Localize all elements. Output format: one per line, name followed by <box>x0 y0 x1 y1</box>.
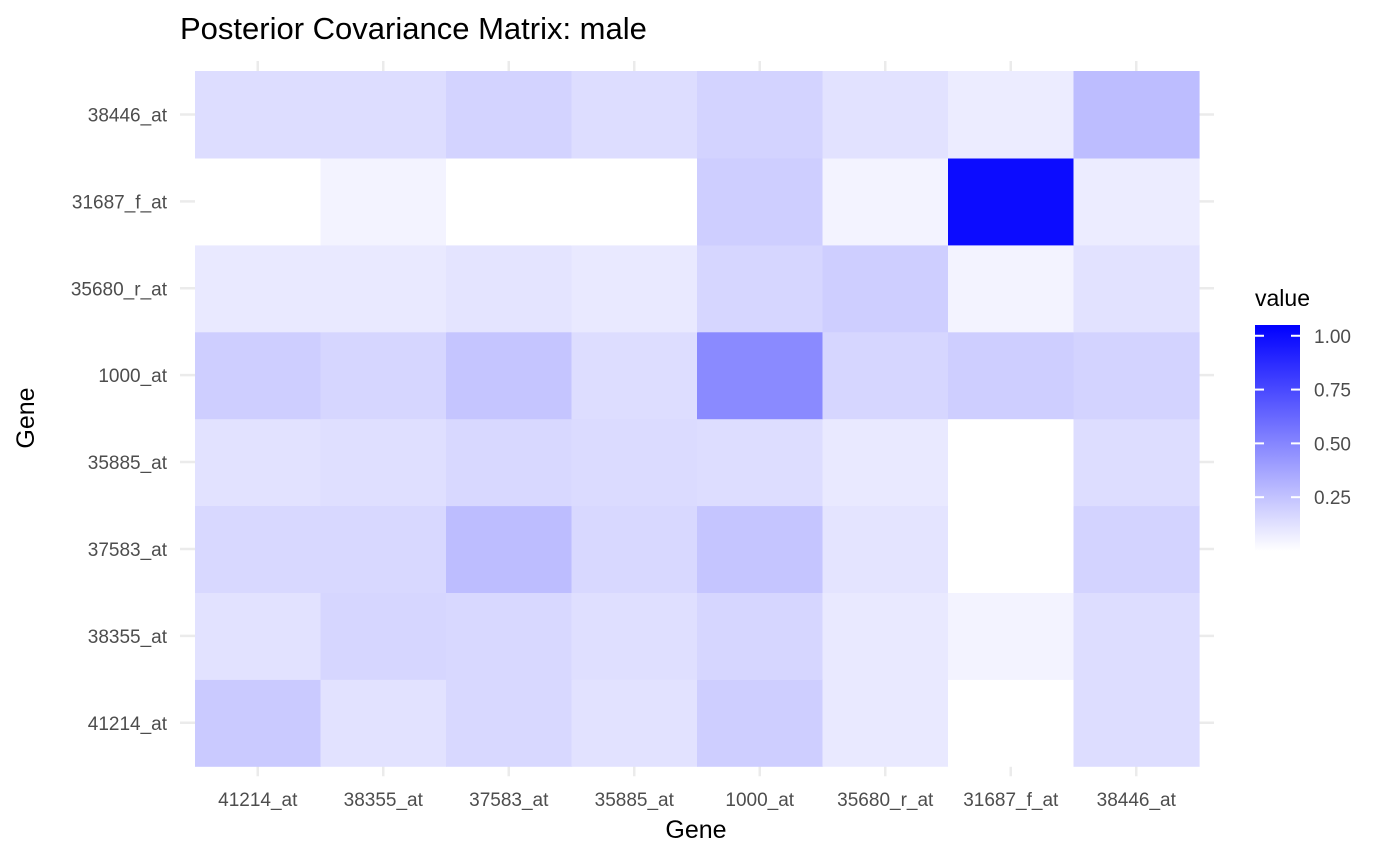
heatmap-cell <box>195 505 322 593</box>
heatmap-cell <box>446 244 573 333</box>
y-tick-label: 37583_at <box>88 540 168 561</box>
heatmap-cell <box>822 418 949 507</box>
heatmap-cell <box>320 157 447 246</box>
heatmap-cell <box>195 679 322 767</box>
heatmap-cell <box>822 592 949 680</box>
heatmap-cell <box>822 679 949 767</box>
heatmap-cell <box>822 71 949 159</box>
heatmap-cell <box>446 418 573 507</box>
legend-ticks: 1.00 0.75 0.50 0.25 <box>1255 327 1351 509</box>
heatmap-cell <box>1073 592 1200 680</box>
heatmap-cell <box>697 244 824 333</box>
heatmap-cell <box>1073 244 1200 333</box>
legend-title: value <box>1255 285 1310 311</box>
legend-tick-label: 0.25 <box>1314 488 1351 509</box>
x-tick-label: 31687_f_at <box>963 790 1059 811</box>
heatmap-cell <box>948 592 1075 680</box>
legend-colorbar <box>1255 325 1300 551</box>
heatmap-cell <box>446 331 573 420</box>
heatmap-cell <box>446 679 573 767</box>
y-axis-ticks: 41214_at 38355_at 37583_at 35885_at 1000_at 3… <box>71 105 168 734</box>
heatmap-cell <box>948 418 1075 507</box>
heatmap-cell <box>948 157 1075 246</box>
y-tick-label: 38446_at <box>88 105 168 126</box>
heatmap-cell <box>195 244 322 333</box>
heatmap-cell <box>697 505 824 593</box>
x-tick-label: 35885_at <box>595 790 675 811</box>
heatmap-cell <box>571 71 698 159</box>
heatmap-cell <box>446 71 573 159</box>
legend: value 1.00 0.75 0.50 0.25 <box>1255 285 1351 551</box>
legend-tick-label: 0.50 <box>1314 434 1351 455</box>
x-tick-label: 1000_at <box>725 790 794 811</box>
heatmap-cell <box>195 418 322 507</box>
heatmap-cell <box>948 331 1075 420</box>
heatmap-cell <box>571 592 698 680</box>
heatmap-cell <box>571 418 698 507</box>
heatmap-cell <box>571 157 698 246</box>
heatmap-cell <box>320 592 447 680</box>
heatmap-cell <box>697 71 824 159</box>
heatmap-cell <box>571 244 698 333</box>
heatmap-cell <box>446 157 573 246</box>
y-tick-label: 38355_at <box>88 627 168 648</box>
chart-title: Posterior Covariance Matrix: male <box>180 11 647 46</box>
heatmap-cell <box>1073 505 1200 593</box>
heatmap-cell <box>320 418 447 507</box>
x-tick-label: 41214_at <box>218 790 298 811</box>
heatmap-cell <box>822 157 949 246</box>
y-tick-label: 35885_at <box>88 453 168 474</box>
x-tick-label: 38446_at <box>1097 790 1177 811</box>
heatmap-cell <box>571 679 698 767</box>
y-tick-label: 1000_at <box>98 366 167 387</box>
heatmap-cell <box>948 244 1075 333</box>
heatmap-cell <box>697 157 824 246</box>
heatmap-cell <box>697 418 824 507</box>
heatmap-cell <box>1073 418 1200 507</box>
heatmap-cell <box>697 592 824 680</box>
y-tick-label: 41214_at <box>88 714 168 735</box>
x-tick-label: 38355_at <box>344 790 424 811</box>
y-tick-label: 35680_r_at <box>71 279 168 300</box>
heatmap-cell <box>195 592 322 680</box>
heatmap-cell <box>697 331 824 420</box>
heatmap-cell <box>320 244 447 333</box>
heatmap-cell <box>195 71 322 159</box>
heatmap-cell <box>195 157 322 246</box>
heatmap-cell <box>948 505 1075 593</box>
heatmap-cell <box>822 331 949 420</box>
y-axis-title: Gene <box>12 387 40 448</box>
heatmap-cell <box>1073 679 1200 767</box>
heatmap-cells <box>195 71 1200 767</box>
heatmap-cell <box>571 331 698 420</box>
x-tick-label: 37583_at <box>469 790 549 811</box>
heatmap-cell <box>1073 71 1200 159</box>
heatmap-cell <box>446 505 573 593</box>
heatmap-cell <box>948 679 1075 767</box>
heatmap-cell <box>1073 157 1200 246</box>
heatmap-cell <box>320 505 447 593</box>
heatmap-cell <box>320 331 447 420</box>
heatmap-cell <box>948 71 1075 159</box>
heatmap-cell <box>195 331 322 420</box>
y-tick-label: 31687_f_at <box>72 192 168 213</box>
x-tick-label: 35680_r_at <box>837 790 934 811</box>
heatmap-cell <box>822 505 949 593</box>
heatmap-cell <box>822 244 949 333</box>
legend-tick-label: 1.00 <box>1314 327 1351 348</box>
legend-tick-label: 0.75 <box>1314 381 1351 402</box>
heatmap-cell <box>320 71 447 159</box>
heatmap-cell <box>571 505 698 593</box>
heatmap-cell <box>697 679 824 767</box>
heatmap-cell <box>320 679 447 767</box>
heatmap-cell <box>446 592 573 680</box>
x-axis-ticks: 41214_at 38355_at 37583_at 35885_at 1000_at 3… <box>218 790 1176 811</box>
heatmap-cell <box>1073 331 1200 420</box>
x-axis-title: Gene <box>665 816 726 844</box>
